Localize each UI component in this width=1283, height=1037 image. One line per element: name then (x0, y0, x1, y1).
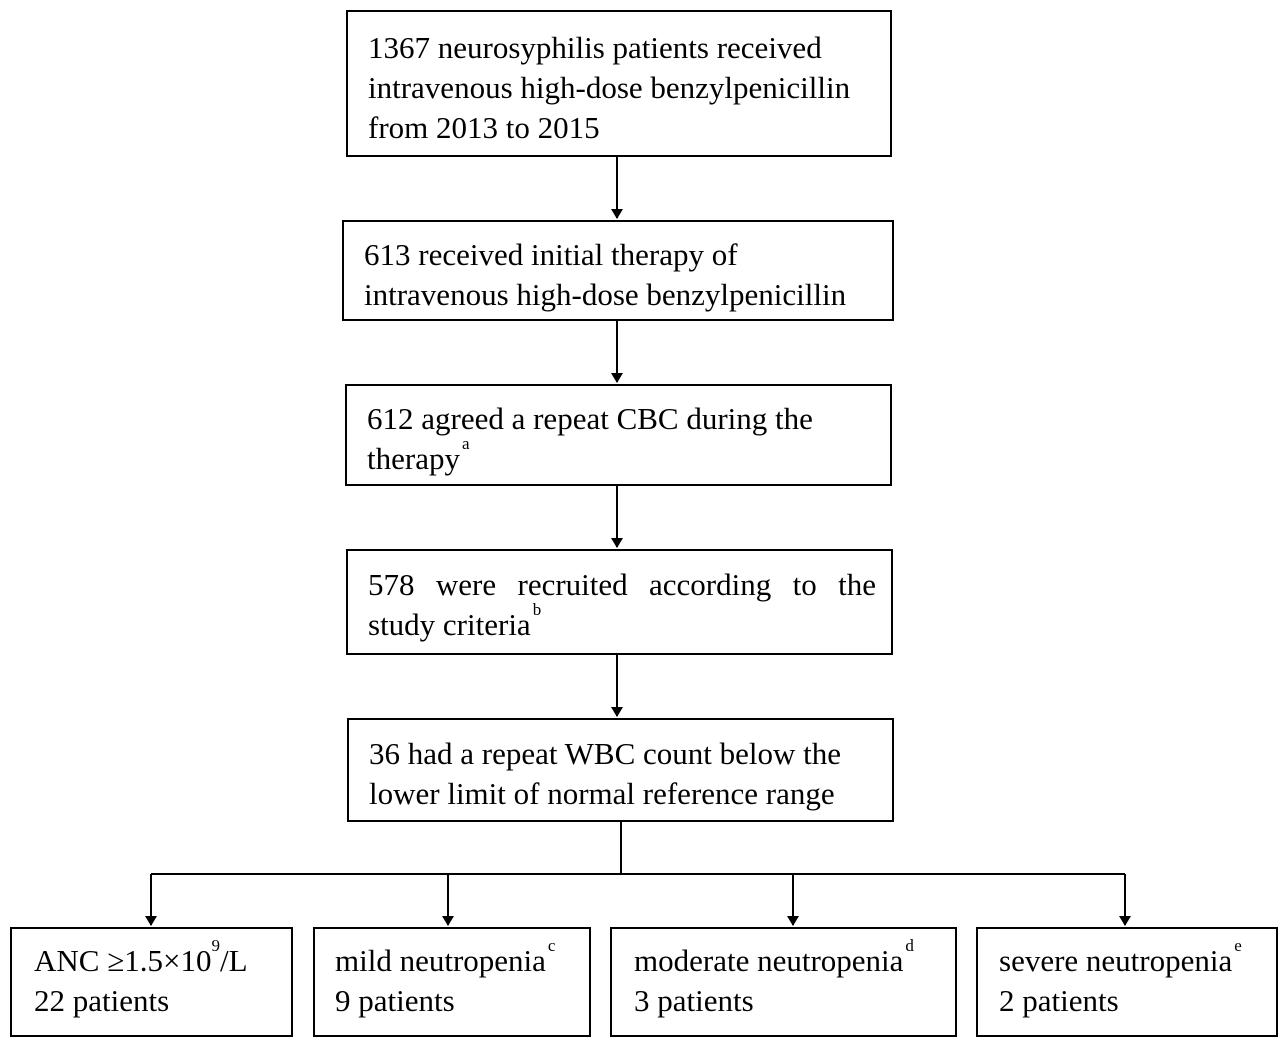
flow-box-step3: 612 agreed a repeat CBC during the thera… (345, 384, 892, 486)
outcome-box-mild-neutropenia: mild neutropenia c 9 patients (313, 927, 591, 1037)
outcome2-label: mild neutropenia (335, 943, 546, 978)
flow-box-step5: 36 had a repeat WBC count below the lowe… (347, 718, 894, 822)
step4-text: 578 were recruited according to the stud… (368, 567, 876, 642)
outcome4-label: severe neutropenia (999, 943, 1233, 978)
step3-line1: 612 agreed a repeat CBC during the (367, 401, 813, 436)
step1-line3: from 2013 to 2015 (368, 110, 600, 145)
flow-box-step2: 613 received initial therapy of intraven… (342, 220, 894, 321)
step2-line2: intravenous high-dose benzylpenicillin (364, 277, 847, 312)
step5-line2: lower limit of normal reference range (369, 776, 835, 811)
outcome1-label: ANC ≥1.5×109/L (34, 936, 248, 978)
flow-box-step1: 1367 neurosyphilis patients received int… (346, 10, 892, 157)
step4-footnote-marker: b (532, 600, 542, 619)
step3-footnote-marker: a (461, 434, 470, 453)
outcome1-count: 22 patients (34, 983, 170, 1018)
outcome3-footnote-marker: d (905, 936, 914, 955)
step1-line1: 1367 neurosyphilis patients received (368, 30, 822, 65)
step1-line2: intravenous high-dose benzylpenicillin (368, 70, 851, 105)
flow-box-step4: 578 were recruited according to the stud… (346, 549, 893, 655)
step5-line1: 36 had a repeat WBC count below the (369, 736, 842, 771)
step3-line2: therapy (367, 441, 460, 476)
outcome-box-severe-neutropenia: severe neutropenia e 2 patients (976, 927, 1278, 1037)
outcome-box-anc-normal: ANC ≥1.5×109/L 22 patients (10, 927, 293, 1037)
outcome3-count: 3 patients (634, 983, 754, 1018)
outcome-box-moderate-neutropenia: moderate neutropenia d 3 patients (610, 927, 957, 1037)
outcome2-footnote-marker: c (547, 936, 556, 955)
step2-line1: 613 received initial therapy of (364, 237, 738, 272)
outcome3-label: moderate neutropenia (634, 943, 904, 978)
outcome1-exponent: 9 (211, 936, 220, 955)
outcome4-count: 2 patients (999, 983, 1119, 1018)
outcome2-count: 9 patients (335, 983, 455, 1018)
outcome4-footnote-marker: e (1234, 936, 1242, 955)
